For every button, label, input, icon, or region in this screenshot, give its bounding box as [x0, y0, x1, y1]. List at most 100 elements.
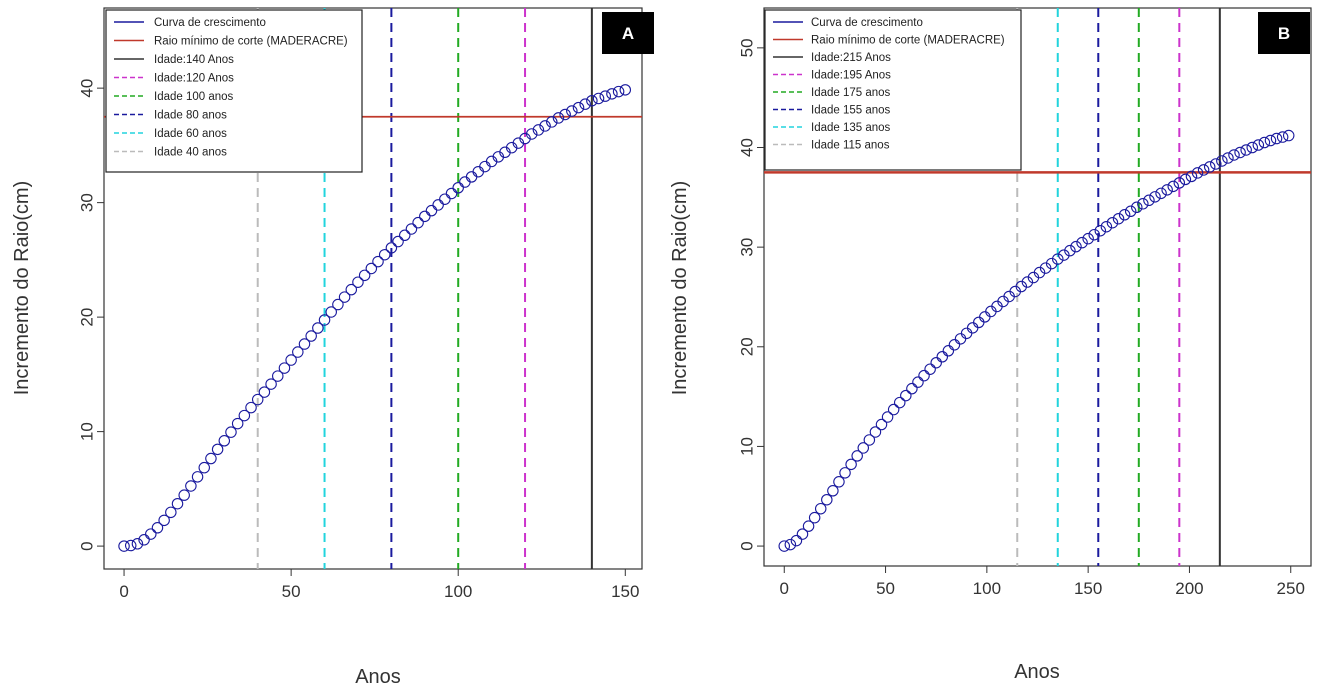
data-point [875, 418, 888, 431]
data-point [432, 199, 444, 211]
data-point [372, 255, 384, 268]
data-point [559, 108, 571, 121]
data-point [814, 502, 827, 515]
legend-entry: Idade:120 Anos [154, 73, 234, 85]
plot-frame [103, 7, 643, 570]
data-point [778, 540, 791, 552]
data-point [251, 393, 264, 406]
data-point [265, 378, 277, 390]
data-point [1210, 158, 1222, 170]
legend-entry: Idade 135 anos [811, 122, 891, 134]
data-point [1197, 164, 1210, 176]
data-point [857, 442, 870, 454]
data-point [893, 396, 906, 409]
legend-box [105, 9, 363, 173]
data-point [145, 528, 157, 540]
data-point [165, 506, 177, 519]
data-point [912, 376, 924, 388]
data-point [1270, 132, 1283, 145]
y-tick-label: 20 [737, 337, 756, 356]
data-point [1131, 201, 1143, 214]
y-tick-label: 30 [77, 193, 96, 212]
data-point [425, 204, 438, 217]
data-point [881, 411, 894, 423]
data-point [821, 493, 833, 506]
data-point [796, 528, 809, 540]
data-point [851, 450, 863, 462]
data-point [459, 176, 471, 188]
y-tick-label: 40 [737, 138, 756, 157]
data-point [378, 248, 391, 261]
data-point [405, 223, 418, 235]
data-point [1167, 180, 1179, 193]
data-point [827, 485, 839, 497]
x-tick-label: 150 [1074, 579, 1102, 598]
data-point [465, 171, 478, 183]
data-point [352, 276, 364, 288]
data-point [1094, 224, 1107, 237]
panel-label-badge [602, 12, 654, 54]
data-point [784, 538, 797, 551]
data-point [258, 386, 271, 398]
data-point [225, 426, 237, 438]
y-tick-label: 50 [737, 38, 756, 57]
data-point [579, 98, 591, 110]
data-point [1203, 161, 1216, 173]
y-tick-label: 30 [737, 238, 756, 257]
data-point [936, 350, 949, 363]
data-point [118, 540, 130, 552]
data-point [802, 520, 815, 532]
data-point [358, 269, 371, 282]
legend-entry: Raio mínimo de corte (MADERACRE) [811, 35, 1005, 47]
data-point [1258, 136, 1271, 149]
data-point [325, 306, 337, 318]
legend-entry: Idade 100 anos [154, 91, 234, 103]
y-axis-title: Incremento do Raio(cm) [11, 181, 33, 396]
data-point [1112, 212, 1125, 225]
data-point [930, 356, 942, 369]
data-point [285, 354, 297, 366]
data-point [479, 160, 491, 173]
data-point [1234, 146, 1246, 159]
y-tick-label: 20 [77, 308, 96, 327]
data-point [338, 291, 351, 303]
data-point [1173, 177, 1186, 189]
data-point [185, 480, 197, 492]
data-point [445, 187, 458, 200]
panel-label: A [622, 24, 634, 43]
data-point [525, 128, 538, 140]
data-point [546, 116, 558, 128]
data-point [972, 316, 985, 329]
data-point [318, 314, 331, 326]
data-point [592, 92, 605, 105]
data-point [1161, 184, 1173, 196]
data-point [1222, 152, 1234, 164]
data-point [606, 88, 618, 100]
data-point [869, 426, 882, 438]
data-point [1076, 236, 1088, 249]
data-point [808, 511, 821, 524]
data-point [948, 339, 961, 351]
plot-frame [763, 7, 1312, 567]
data-point [345, 283, 358, 296]
data-point [272, 370, 284, 382]
legend: Curva de crescimento Raio mínimo de corte… [105, 9, 363, 173]
data-point [1179, 173, 1192, 186]
data-point [1118, 209, 1131, 221]
legend-entry: Idade 40 anos [154, 147, 227, 159]
data-point [211, 443, 224, 456]
data-point [1088, 228, 1100, 241]
legend-entry: Idade 155 anos [811, 105, 891, 117]
data-point [305, 330, 317, 342]
panel-label: B [1278, 24, 1290, 43]
data-point [1191, 167, 1204, 179]
data-point [1155, 187, 1167, 200]
data-point [599, 90, 611, 102]
data-point [924, 363, 936, 375]
data-point [979, 311, 991, 323]
legend-entry: Idade:140 Anos [154, 54, 234, 66]
x-tick-label: 0 [780, 579, 789, 598]
data-point [332, 298, 344, 311]
x-tick-label: 100 [444, 582, 472, 601]
x-tick-label: 50 [876, 579, 895, 598]
